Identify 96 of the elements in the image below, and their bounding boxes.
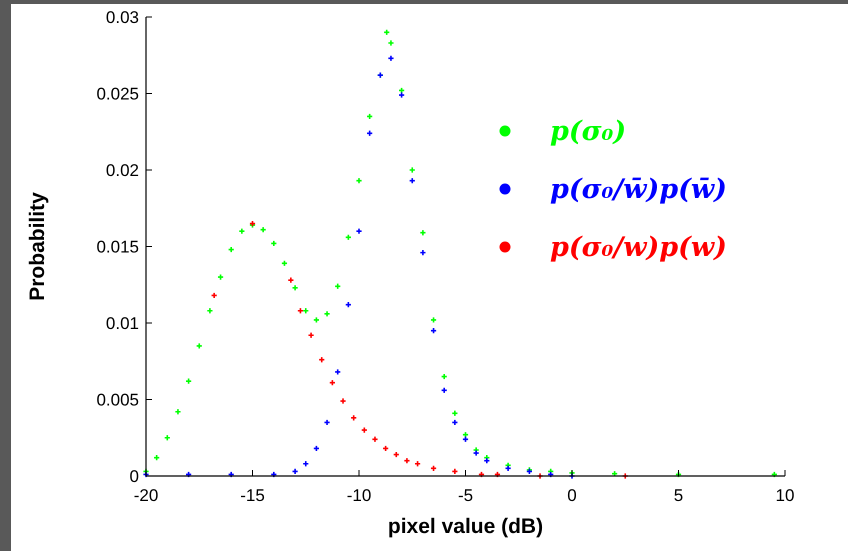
- point: [420, 229, 426, 236]
- y-tick-label: 0.005: [96, 390, 139, 410]
- x-tick-label: 5: [674, 486, 684, 505]
- point: [494, 471, 501, 478]
- point: [210, 292, 218, 299]
- point: [547, 471, 554, 478]
- legend-label: p(σ₀/w̄)p(w̄): [550, 174, 727, 205]
- point: [356, 177, 362, 184]
- x-axis-title: pixel value (dB): [388, 515, 544, 538]
- y-axis-title: Probability: [26, 192, 49, 301]
- point: [270, 240, 278, 247]
- legend-label: p(σ₀): [550, 116, 626, 147]
- point: [185, 378, 192, 385]
- point: [388, 54, 394, 62]
- x-tick-label: -10: [346, 486, 372, 505]
- point: [536, 472, 544, 480]
- point: [196, 342, 203, 350]
- point: [398, 92, 405, 98]
- point: [398, 87, 405, 94]
- point: [164, 434, 171, 442]
- point: [340, 398, 346, 404]
- point: [318, 356, 326, 364]
- point: [451, 410, 458, 417]
- point: [324, 419, 330, 426]
- point: [462, 436, 469, 443]
- point: [270, 471, 278, 478]
- point: [297, 307, 304, 314]
- point: [451, 419, 458, 426]
- y-tick-label: 0.02: [106, 161, 139, 180]
- point: [292, 468, 298, 475]
- y-tick-label: 0.01: [106, 314, 139, 333]
- point: [383, 28, 390, 36]
- point: [334, 368, 342, 376]
- y-tick-label: 0.03: [106, 8, 139, 27]
- point: [238, 228, 246, 235]
- point: [308, 332, 314, 339]
- point: [420, 249, 426, 256]
- point: [185, 471, 192, 478]
- point: [451, 468, 458, 475]
- point: [287, 276, 294, 284]
- x-tick-label: -5: [458, 486, 474, 505]
- point: [292, 284, 298, 292]
- point: [142, 471, 150, 478]
- point: [430, 464, 437, 472]
- point: [281, 260, 288, 267]
- point: [404, 457, 410, 464]
- point: [217, 274, 224, 280]
- point: [382, 445, 390, 452]
- point: [622, 472, 629, 480]
- point: [324, 310, 330, 318]
- point: [366, 113, 374, 120]
- point: [174, 408, 182, 416]
- point: [313, 445, 320, 452]
- x-tick-label: -20: [134, 486, 158, 505]
- point: [334, 282, 342, 290]
- point: [388, 40, 394, 46]
- point: [472, 450, 480, 456]
- point: [408, 166, 416, 174]
- point: [260, 226, 267, 234]
- point: [430, 316, 437, 324]
- point: [504, 464, 512, 472]
- point: [360, 426, 368, 434]
- point: [568, 472, 576, 480]
- point: [675, 471, 682, 478]
- y-tick-label: 0.015: [96, 238, 139, 256]
- point: [302, 460, 310, 468]
- point: [344, 301, 352, 308]
- point: [344, 234, 352, 241]
- point: [770, 471, 778, 478]
- legend-label: p(σ₀/w)p(w): [550, 232, 727, 263]
- point: [328, 379, 336, 386]
- point: [153, 454, 160, 462]
- point: [228, 471, 235, 478]
- point: [392, 451, 400, 458]
- y-tick-label: 0: [130, 467, 139, 486]
- point: [440, 386, 448, 394]
- point: [228, 246, 235, 253]
- x-tick-label: 0: [567, 486, 577, 505]
- point: [408, 177, 416, 184]
- point: [313, 316, 320, 324]
- point: [483, 457, 490, 464]
- y-tick-label: 0.025: [96, 84, 139, 104]
- point: [372, 436, 378, 443]
- point: [568, 470, 576, 476]
- point: [478, 471, 485, 478]
- point: [462, 431, 469, 438]
- point: [356, 228, 362, 235]
- point: [302, 307, 310, 314]
- x-tick-label: 10: [776, 486, 794, 505]
- point: [430, 327, 437, 334]
- point: [366, 130, 374, 137]
- point: [350, 414, 358, 422]
- point: [206, 307, 214, 314]
- point: [414, 460, 421, 468]
- point: [440, 373, 448, 380]
- x-tick-label: -15: [240, 486, 265, 505]
